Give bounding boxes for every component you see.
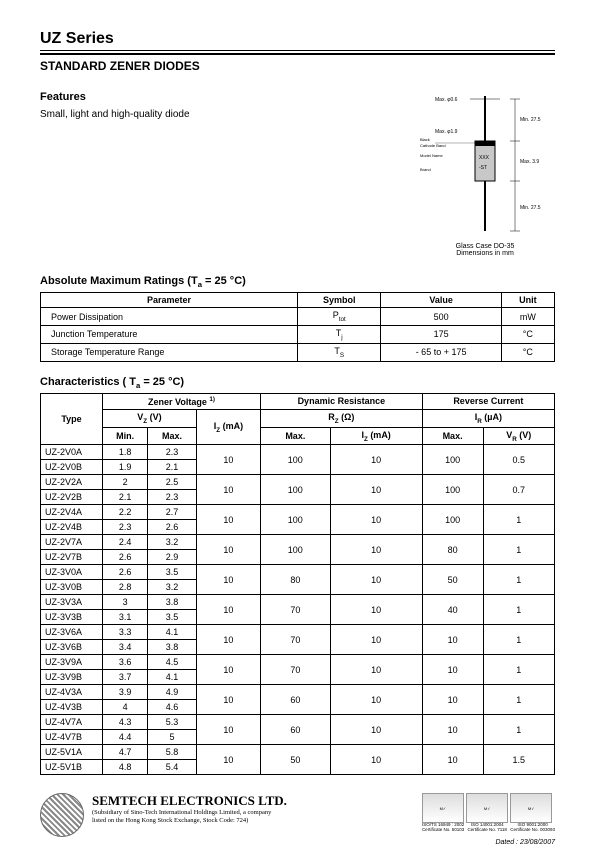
- svg-text:-ST: -ST: [479, 165, 487, 171]
- col-unit: Unit: [501, 293, 554, 308]
- features-heading: Features: [40, 91, 415, 103]
- group-zener: Zener Voltage 1): [103, 393, 261, 409]
- company-sub2: listed on the Hong Kong Stock Exchange, …: [92, 817, 414, 825]
- cert-badges: M✓ ISO/TS 16949 : 2002Certificate No. 50…: [422, 793, 555, 833]
- table-row: UZ-2V4A2.22.710100101001: [41, 505, 555, 520]
- abs-max-heading: Absolute Maximum Ratings (Ta = 25 °C): [40, 275, 555, 289]
- package-diagram: Max. φ0.6 XXX -ST Black Cathode Band Mod…: [415, 91, 555, 261]
- company-name: SEMTECH ELECTRONICS LTD.: [92, 793, 414, 809]
- svg-text:Max. φ1.9: Max. φ1.9: [435, 129, 458, 135]
- features-body: Small, light and high-quality diode: [40, 109, 415, 120]
- table-row: UZ-3V0A2.63.5108010501: [41, 565, 555, 580]
- table-row: UZ-2V0A1.82.310100101000.5: [41, 445, 555, 460]
- table-row: UZ-3V6A3.34.1107010101: [41, 625, 555, 640]
- svg-text:Brand: Brand: [420, 167, 431, 172]
- characteristics-heading: Characteristics ( Ta = 25 °C): [40, 376, 555, 390]
- diagram-caption-2: Dimensions in mm: [456, 250, 514, 257]
- cert-badge: M✓: [422, 793, 464, 823]
- table-row: Power Dissipation Ptot 500 mW: [41, 308, 555, 326]
- dated-line: Dated : 23/08/2007: [40, 839, 555, 846]
- col-symbol: Symbol: [298, 293, 381, 308]
- group-dyn: Dynamic Resistance: [261, 393, 423, 409]
- col-type: Type: [41, 393, 103, 445]
- divider-thin: [40, 50, 555, 51]
- table-row: UZ-3V9A3.64.5107010101: [41, 655, 555, 670]
- svg-text:Min. 27.5: Min. 27.5: [520, 205, 541, 211]
- abs-max-table: Parameter Symbol Value Unit Power Dissip…: [40, 292, 555, 361]
- dim-top-dia: Max. φ0.6: [435, 97, 458, 103]
- col-parameter: Parameter: [41, 293, 298, 308]
- company-logo: [40, 793, 84, 837]
- table-row: UZ-2V2A22.510100101000.7: [41, 475, 555, 490]
- group-rev: Reverse Current: [422, 393, 554, 409]
- svg-text:Black: Black: [420, 137, 430, 142]
- col-value: Value: [381, 293, 501, 308]
- table-row: Junction Temperature Tj 175 °C: [41, 325, 555, 343]
- svg-text:Min. 27.5: Min. 27.5: [520, 117, 541, 123]
- table-row: UZ-5V1A4.75.8105010101.5: [41, 745, 555, 760]
- table-row: UZ-3V3A33.8107010401: [41, 595, 555, 610]
- table-row: Storage Temperature Range TS - 65 to + 1…: [41, 343, 555, 361]
- cert-badge: M✓: [510, 793, 552, 823]
- table-row: UZ-4V3A3.94.9106010101: [41, 685, 555, 700]
- svg-text:Max. 3.9: Max. 3.9: [520, 159, 539, 165]
- characteristics-table: Type Zener Voltage 1) Dynamic Resistance…: [40, 393, 555, 776]
- svg-text:Cathode Band: Cathode Band: [420, 143, 446, 148]
- company-sub1: (Subsidiary of Sino-Tech International H…: [92, 809, 414, 817]
- table-row: UZ-2V7A2.43.21010010801: [41, 535, 555, 550]
- series-title: UZ Series: [40, 30, 555, 48]
- cert-badge: M✓: [466, 793, 508, 823]
- table-row: UZ-4V7A4.35.3106010101: [41, 715, 555, 730]
- page-subtitle: STANDARD ZENER DIODES: [40, 59, 555, 73]
- svg-text:Model Name: Model Name: [420, 153, 443, 158]
- svg-text:XXX: XXX: [479, 155, 490, 161]
- diagram-caption-1: Glass Case DO-35: [456, 243, 515, 250]
- divider-thick: [40, 53, 555, 55]
